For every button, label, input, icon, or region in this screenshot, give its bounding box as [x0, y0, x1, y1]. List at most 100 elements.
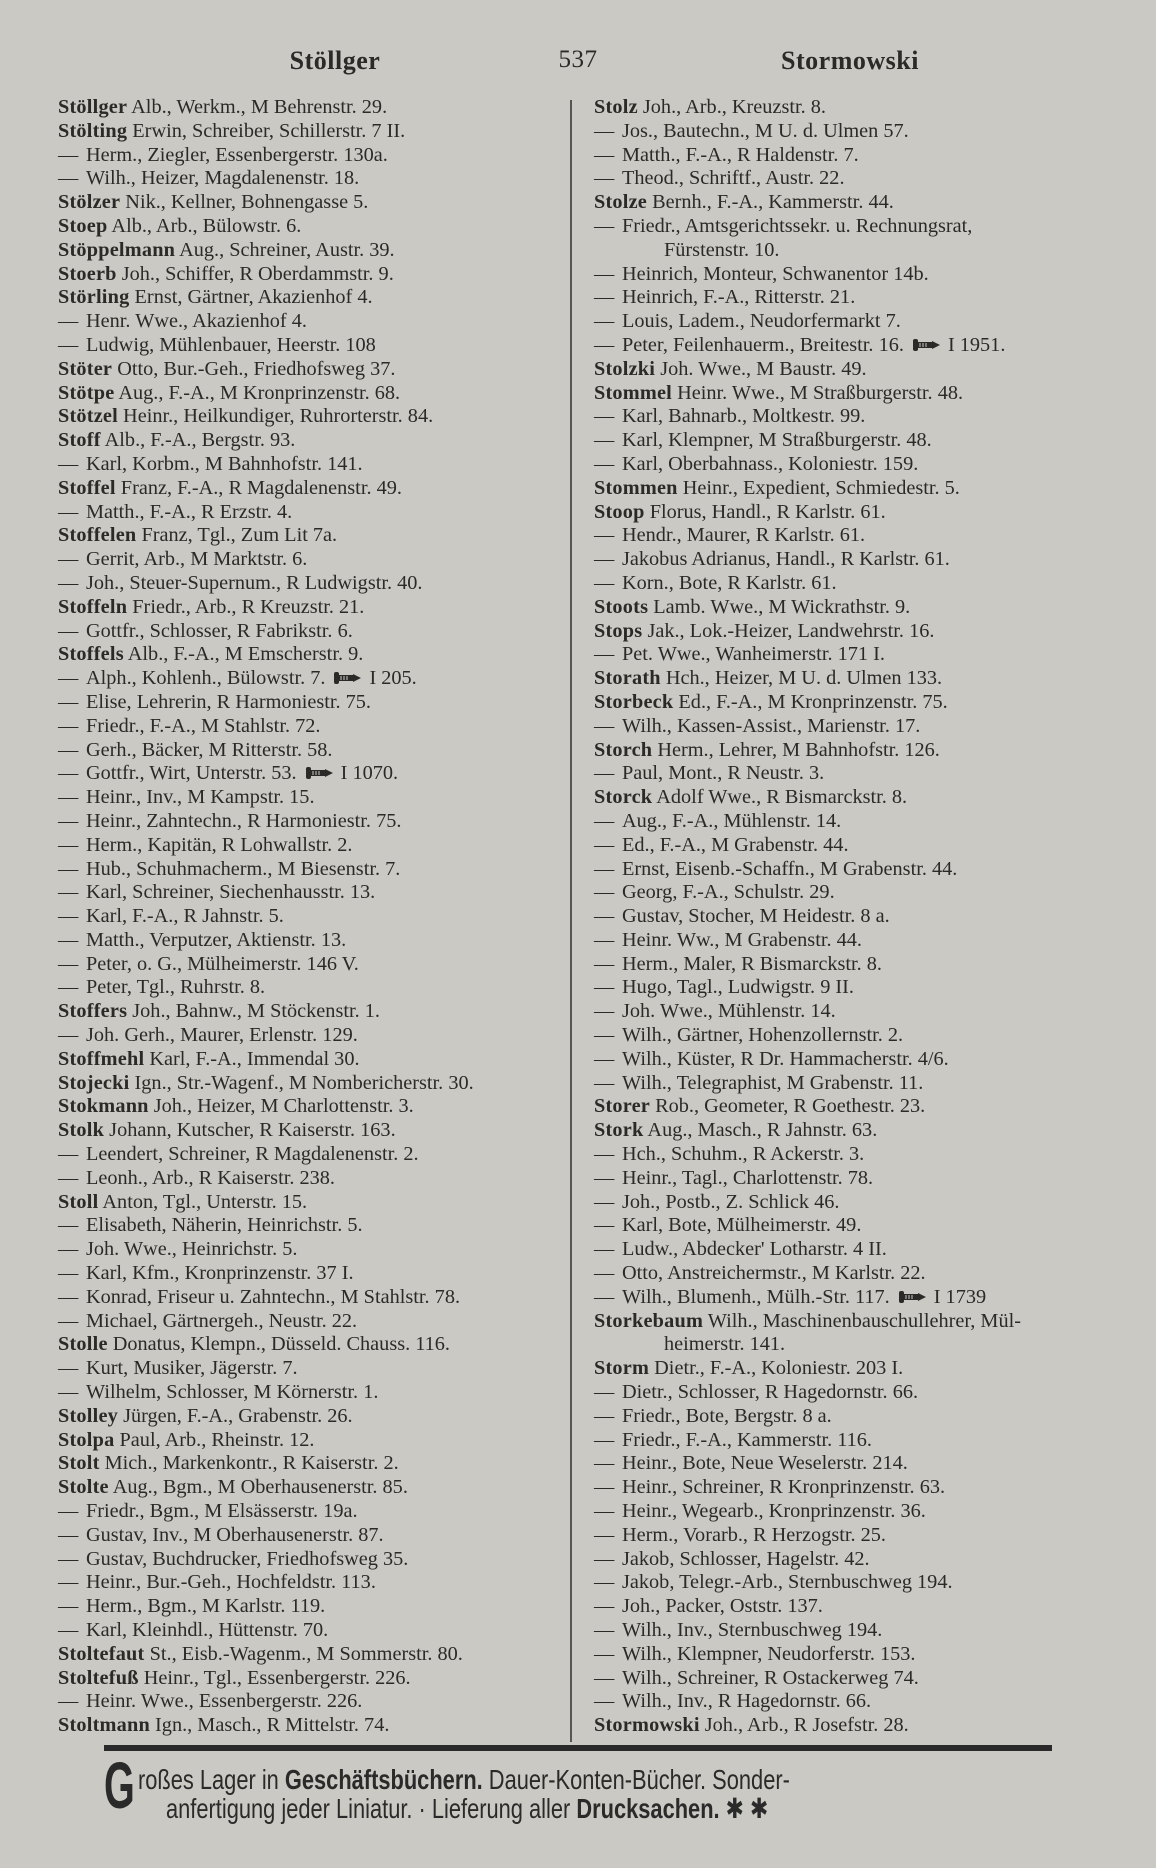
- directory-entry: — Friedr., Bgm., M Elsässerstr. 19a.: [58, 1500, 588, 1524]
- entry-dash: —: [594, 833, 615, 856]
- entry-details: Mich., Markenkontr., R Kaiserstr. 2.: [104, 1452, 399, 1475]
- entry-details: Wilh., Kassen-Assist., Marienstr. 17.: [622, 714, 921, 737]
- entry-details: Heinr., Tagl., Charlottenstr. 78.: [622, 1166, 874, 1189]
- directory-entry: Stoop Florus, Handl., R Karlstr. 61.: [594, 501, 1124, 525]
- entry-details: Alb., F.-A., Bergstr. 93.: [104, 429, 296, 452]
- directory-entry: — Joh., Steuer-Supernum., R Ludwigstr. 40…: [58, 572, 588, 596]
- entry-details: Friedr., Bote, Bergstr. 8 a.: [622, 1404, 832, 1427]
- directory-entry: Stoffel Franz, F.-A., R Magdalenenstr. 4…: [58, 477, 588, 501]
- directory-entry: — Peter, Feilenhauerm., Breitestr. 16. I 1…: [594, 334, 1124, 358]
- entry-dash: —: [594, 262, 615, 285]
- entry-details: Franz, F.-A., R Magdalenenstr. 49.: [120, 476, 402, 499]
- entry-dash: —: [58, 1690, 79, 1713]
- ad-text: Dauer-Konten-Bücher. Sonder-: [482, 1764, 790, 1795]
- right-column: Stolz Joh., Arb., Kreuzstr. 8. — Jos., Bau…: [594, 96, 1124, 1738]
- directory-entry: Stoltmann Ign., Masch., R Mittelstr. 74.: [58, 1714, 588, 1738]
- directory-entry: — Herm., Vorarb., R Herzogstr. 25.: [594, 1524, 1124, 1548]
- entry-surname: Stoltefuß: [58, 1666, 139, 1689]
- directory-entry: Stoots Lamb. Wwe., M Wickrathstr. 9.: [594, 596, 1124, 620]
- entry-dash: —: [58, 500, 79, 523]
- entry-details: Ludwig, Mühlenbauer, Heerstr. 108: [86, 333, 376, 356]
- entry-details: Joh., Bahnw., M Stöckenstr. 1.: [132, 1000, 380, 1023]
- entry-dash: —: [594, 928, 615, 951]
- entry-surname: Stoffels: [58, 643, 124, 666]
- entry-dash: —: [594, 333, 615, 356]
- entry-details: Hub., Schuhmacherm., M Biesenstr. 7.: [86, 857, 401, 880]
- entry-surname: Stork: [594, 1119, 644, 1142]
- entry-dash: —: [58, 833, 79, 856]
- directory-entry: — Heinrich, Monteur, Schwanentor 14b.: [594, 263, 1124, 287]
- entry-dash: —: [594, 524, 615, 547]
- directory-entry: — Gustav, Inv., M Oberhausenerstr. 87.: [58, 1524, 588, 1548]
- directory-entry: — Friedr., Amtsgerichtssekr. u. Rechnungs…: [594, 215, 1124, 239]
- entry-dash: —: [594, 143, 615, 166]
- directory-entry: — Gustav, Buchdrucker, Friedhofsweg 35.: [58, 1548, 588, 1572]
- page-number: 537: [558, 46, 598, 73]
- entry-details: Friedr., Amtsgerichtssekr. u. Rechnungsr…: [622, 214, 973, 237]
- entry-details: Anton, Tgl., Unterstr. 15.: [102, 1190, 308, 1213]
- entry-dash: —: [58, 1262, 79, 1285]
- entry-details: Aug., Bgm., M Oberhausenerstr. 85.: [112, 1476, 408, 1499]
- entry-surname: Stolpa: [58, 1428, 115, 1451]
- entry-details: Karl, F.-A., Immendal 30.: [149, 1047, 360, 1070]
- telephone-icon: [333, 668, 363, 685]
- entry-details: Joh. Gerh., Maurer, Erlenstr. 129.: [86, 1024, 358, 1047]
- directory-entry: — Karl, Klempner, M Straßburgerstr. 48.: [594, 429, 1124, 453]
- directory-entry: — Gerh., Bäcker, M Ritterstr. 58.: [58, 739, 588, 763]
- entry-surname: Stommel: [594, 381, 672, 404]
- entry-dash: —: [594, 1547, 615, 1570]
- entry-dash: —: [58, 1571, 79, 1594]
- advertisement-initial: G: [104, 1748, 135, 1822]
- entry-dash: —: [58, 690, 79, 713]
- directory-entry: Stötzel Heinr., Heilkundiger, Ruhrorters…: [58, 405, 588, 429]
- entry-dash: —: [594, 1381, 615, 1404]
- entry-dash: —: [58, 619, 79, 642]
- entry-details: Wilh., Blumenh., Mülh.-Str. 117.: [622, 1285, 890, 1308]
- entry-details: Herm., Lehrer, M Bahnhofstr. 126.: [657, 738, 940, 761]
- entry-details: Ernst, Eisenb.-Schaffn., M Grabenstr. 44…: [622, 857, 958, 880]
- entry-dash: —: [594, 809, 615, 832]
- entry-details: Gustav, Inv., M Oberhausenerstr. 87.: [86, 1523, 384, 1546]
- entry-details: Joh. Wwe., M Baustr. 49.: [660, 357, 867, 380]
- entry-surname: Stötzel: [58, 405, 118, 428]
- directory-entry: — Wilhelm, Schlosser, M Körnerstr. 1.: [58, 1381, 588, 1405]
- entry-details: Karl, Kleinhdl., Hüttenstr. 70.: [86, 1619, 329, 1641]
- entry-details: Lamb. Wwe., M Wickrathstr. 9.: [653, 595, 911, 618]
- directory-entry: — Karl, Oberbahnass., Koloniestr. 159.: [594, 453, 1124, 477]
- directory-entry: — Otto, Anstreichermstr., M Karlstr. 22.: [594, 1262, 1124, 1286]
- entry-dash: —: [594, 119, 615, 142]
- entry-dash: —: [58, 881, 79, 904]
- advertisement-line-1: roßes Lager in Geschäftsbüchern. Dauer-K…: [138, 1764, 790, 1796]
- directory-entry: Stokmann Joh., Heizer, M Charlottenstr. …: [58, 1095, 588, 1119]
- entry-dash: —: [594, 1523, 615, 1546]
- entry-surname: Storck: [594, 786, 653, 809]
- entry-dash: —: [594, 1690, 615, 1713]
- directory-entry: Stolte Aug., Bgm., M Oberhausenerstr. 85…: [58, 1476, 588, 1500]
- entry-surname: Storer: [594, 1095, 651, 1118]
- directory-entry: heimerstr. 141.: [594, 1333, 1124, 1357]
- entry-dash: —: [58, 571, 79, 594]
- entry-details: Peter, Feilenhauerm., Breitestr. 16.: [622, 333, 904, 356]
- entry-surname: Stormowski: [594, 1714, 700, 1737]
- entry-phone-number: I 1739: [933, 1285, 987, 1308]
- directory-entry: — Karl, F.-A., R Jahnstr. 5.: [58, 905, 588, 929]
- entry-details: Peter, o. G., Mülheimerstr. 146 V.: [86, 952, 359, 975]
- directory-entry: — Georg, F.-A., Schulstr. 29.: [594, 881, 1124, 905]
- entry-details: Henr. Wwe., Akazienhof 4.: [86, 310, 307, 333]
- entry-details: Georg, F.-A., Schulstr. 29.: [622, 881, 835, 904]
- directory-entry: — Theod., Schriftf., Austr. 22.: [594, 167, 1124, 191]
- entry-dash: —: [58, 1500, 79, 1523]
- entry-surname: Stoffmehl: [58, 1047, 145, 1070]
- entry-details: Ign., Str.-Wagenf., M Nombericherstr. 30…: [134, 1071, 474, 1094]
- entry-dash: —: [58, 1619, 79, 1641]
- entry-details: Heinrich, Monteur, Schwanentor 14b.: [622, 262, 929, 285]
- directory-entry: — Wilh., Inv., Sternbuschweg 194.: [594, 1619, 1124, 1643]
- entry-dash: —: [594, 1571, 615, 1594]
- directory-entry: — Gustav, Stocher, M Heidestr. 8 a.: [594, 905, 1124, 929]
- entry-surname: Stokmann: [58, 1095, 149, 1118]
- directory-entry: — Matth., Verputzer, Aktienstr. 13.: [58, 929, 588, 953]
- entry-details: Wilh., Inv., Sternbuschweg 194.: [622, 1619, 883, 1641]
- entry-dash: —: [594, 976, 615, 999]
- entry-dash: —: [594, 214, 615, 237]
- entry-details: Karl, F.-A., R Jahnstr. 5.: [86, 905, 284, 928]
